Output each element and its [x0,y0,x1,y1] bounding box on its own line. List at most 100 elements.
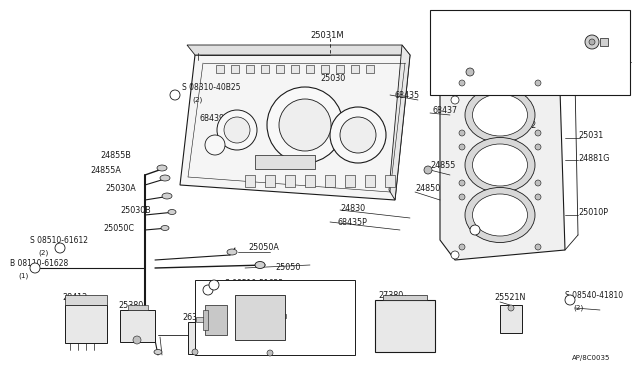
Bar [231,65,239,73]
Text: 25251: 25251 [607,55,632,64]
Text: 24855B: 24855B [100,151,131,160]
Circle shape [535,194,541,200]
Text: S: S [568,298,572,302]
Text: (2): (2) [573,305,583,311]
Text: S: S [173,93,177,97]
Text: S 08310-40B25: S 08310-40B25 [182,83,241,92]
Text: 25010P: 25010P [578,208,608,217]
Circle shape [459,80,465,86]
Circle shape [330,107,386,163]
Bar [500,305,522,333]
Ellipse shape [162,193,172,199]
Circle shape [217,110,257,150]
Text: CAN: CAN [278,326,296,334]
Text: 24881G: 24881G [578,154,609,163]
Bar [375,300,435,352]
Bar [188,322,226,354]
Ellipse shape [161,225,169,231]
Bar [285,175,295,187]
Bar [203,310,208,330]
Circle shape [470,225,480,235]
Text: (1): (1) [18,273,28,279]
Circle shape [565,295,575,305]
Circle shape [133,336,141,344]
Text: 24850: 24850 [415,183,440,192]
Text: 25030B: 25030B [120,205,151,215]
Text: (3): (3) [486,135,496,141]
Bar [252,318,292,350]
Text: 27380: 27380 [378,292,403,301]
Circle shape [535,80,541,86]
Circle shape [451,251,459,259]
Text: 24830: 24830 [340,203,365,212]
Text: 68435: 68435 [395,90,420,99]
Ellipse shape [154,350,162,355]
Bar [261,65,269,73]
Bar [128,305,148,310]
Ellipse shape [227,249,237,255]
Text: S: S [473,228,477,232]
Text: S 08510-61612: S 08510-61612 [30,235,88,244]
Ellipse shape [168,209,176,215]
Ellipse shape [157,165,167,171]
Polygon shape [440,70,565,260]
Ellipse shape [255,262,265,269]
Bar [325,175,335,187]
Circle shape [279,99,331,151]
Bar [366,65,374,73]
Bar [265,175,275,187]
Circle shape [30,263,40,273]
Bar [600,38,608,46]
Text: 25030: 25030 [320,74,345,83]
Bar [383,295,427,300]
Text: 68439Y: 68439Y [200,113,230,122]
Text: (2): (2) [192,97,202,103]
Bar [65,305,107,343]
Bar [235,295,285,340]
Circle shape [205,135,225,155]
Circle shape [451,96,459,104]
Ellipse shape [465,87,535,142]
Text: 25240: 25240 [435,78,460,87]
Circle shape [535,130,541,136]
Bar [65,295,107,305]
Circle shape [535,144,541,150]
Bar [351,65,359,73]
Bar [305,175,315,187]
Ellipse shape [465,187,535,243]
Bar [245,175,255,187]
Circle shape [267,87,343,163]
Ellipse shape [472,194,527,236]
Text: S 08540-52012: S 08540-52012 [478,121,536,129]
Circle shape [585,35,599,49]
Bar [306,65,314,73]
Text: AP/8C0035: AP/8C0035 [572,355,611,361]
Ellipse shape [160,175,170,181]
Text: 68435P: 68435P [338,218,368,227]
Text: S: S [206,288,210,292]
Text: 28910: 28910 [258,308,284,317]
Bar [246,65,254,73]
Bar [365,175,375,187]
Ellipse shape [472,94,527,136]
Circle shape [459,180,465,186]
Bar [345,175,355,187]
Circle shape [466,68,474,76]
Circle shape [459,144,465,150]
Bar [291,65,299,73]
Circle shape [459,130,465,136]
Text: 28412: 28412 [62,294,87,302]
Bar [216,65,224,73]
Text: B: B [33,266,37,270]
Bar [120,310,155,342]
Ellipse shape [465,138,535,192]
Text: 25050: 25050 [275,263,300,273]
Bar [336,65,344,73]
Polygon shape [389,45,410,200]
Circle shape [224,117,250,143]
Text: 25030A: 25030A [105,183,136,192]
Text: (2): (2) [38,250,48,256]
Text: 68437: 68437 [433,106,458,115]
Bar [255,155,315,169]
Text: S 08510-51623: S 08510-51623 [225,279,283,288]
